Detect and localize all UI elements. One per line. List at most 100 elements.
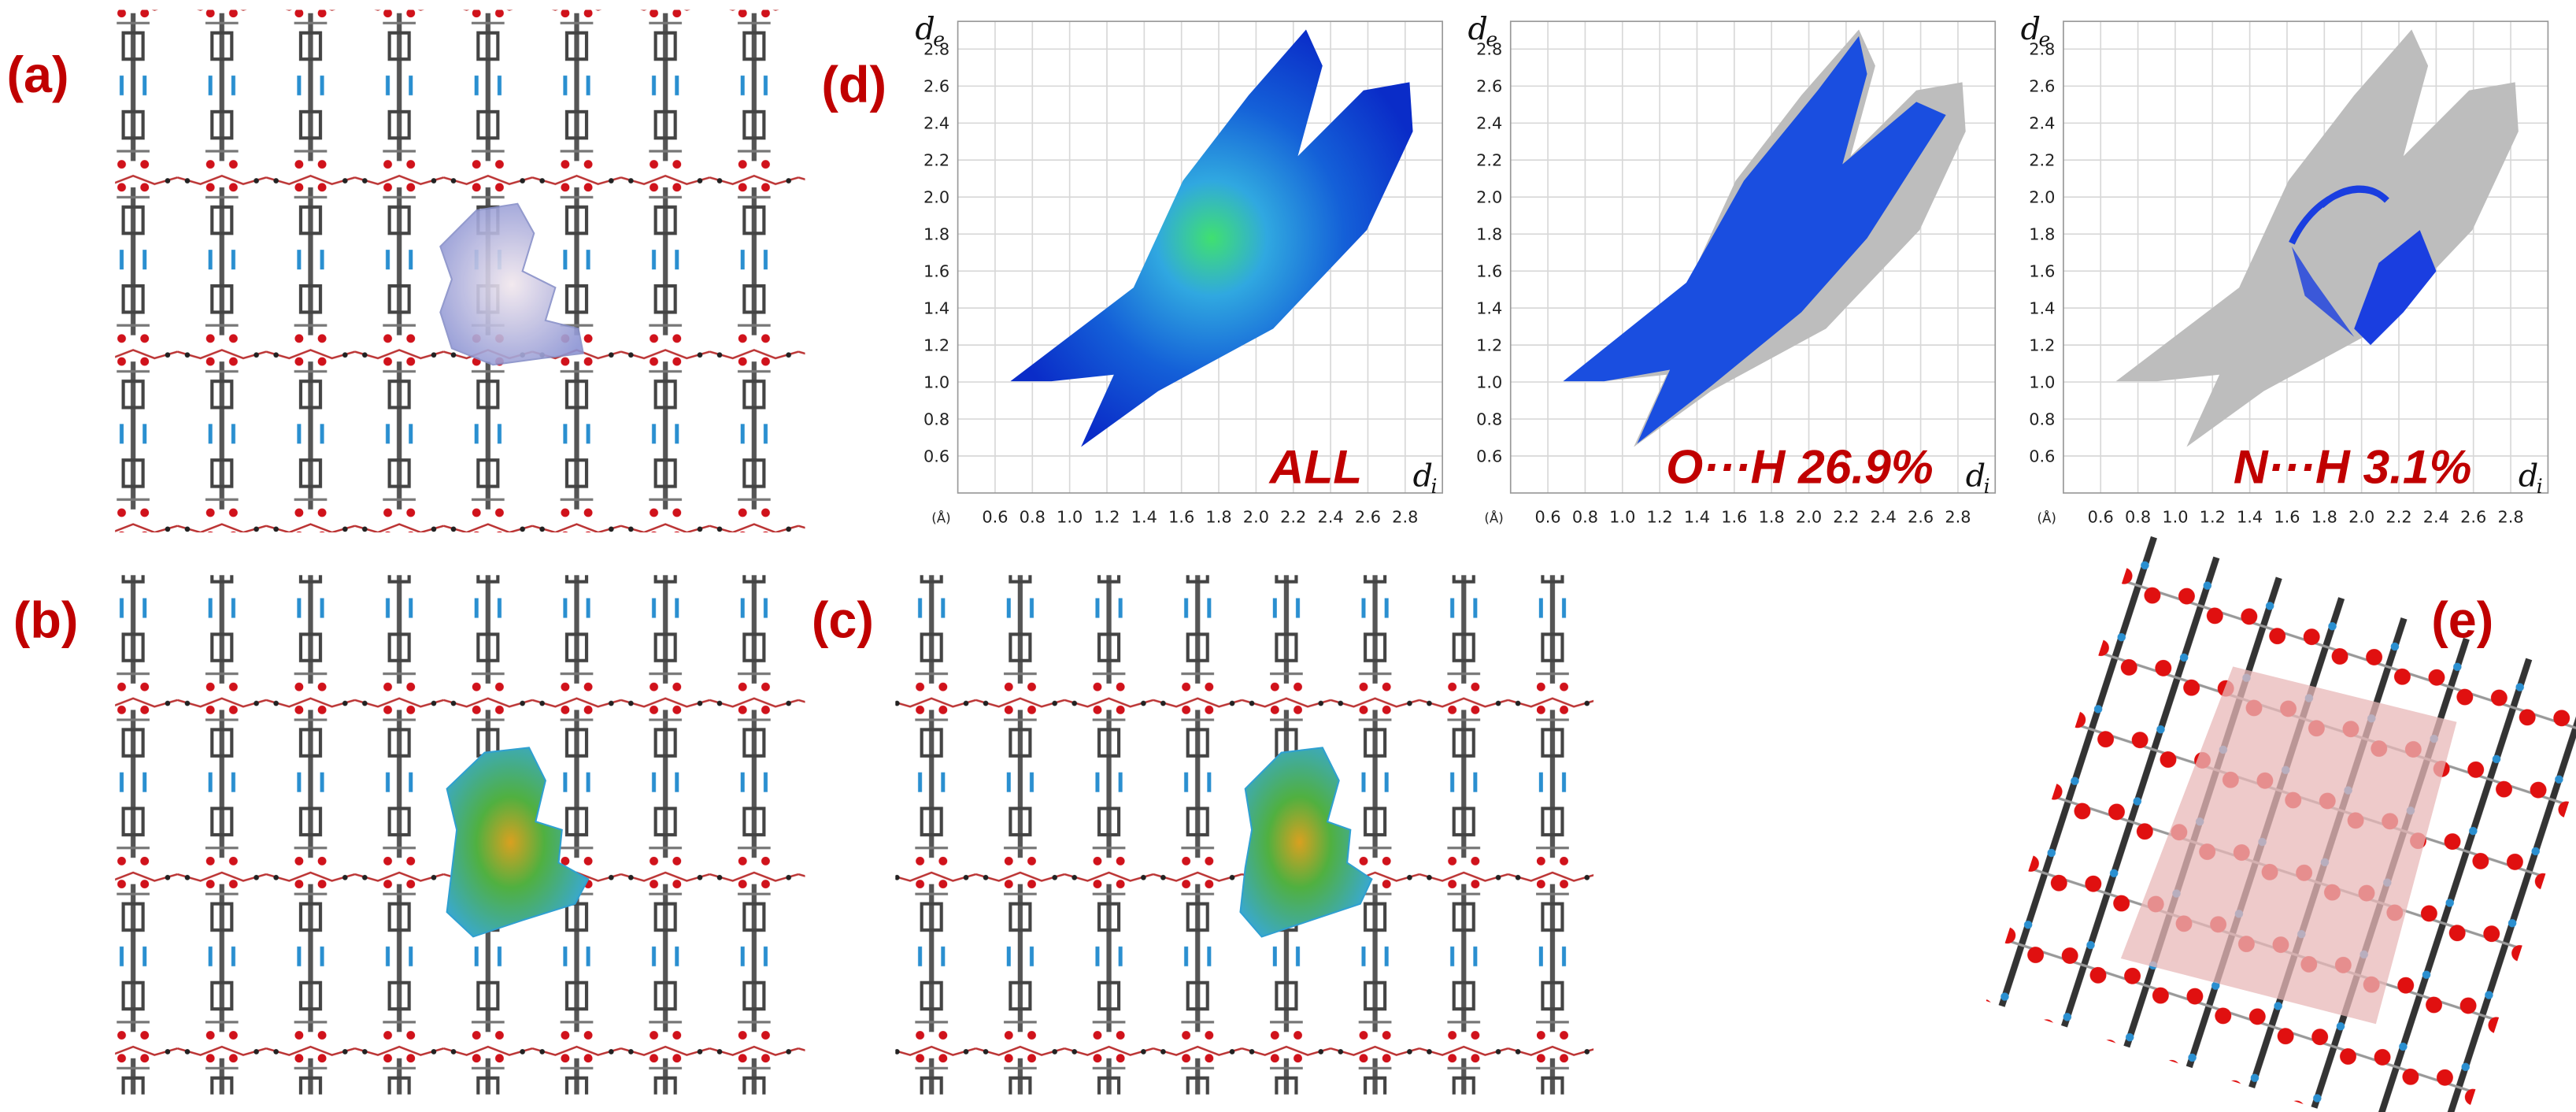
y-tick-label: 1.8 (1476, 224, 1502, 243)
x-tick-label: 2.6 (1908, 508, 1934, 527)
x-tick-label: 0.6 (982, 508, 1008, 527)
x-tick-label: 2.6 (2460, 508, 2486, 527)
y-tick-label: 1.8 (2029, 224, 2055, 243)
cloud (2289, 185, 2389, 245)
y-tick-label: 1.6 (2029, 261, 2055, 280)
y-tick-label: 1.4 (923, 298, 949, 317)
y-tick-label: 0.8 (2029, 410, 2055, 428)
x-axis-label: d (2519, 458, 2538, 495)
panel-label: (c) (812, 591, 874, 649)
x-tick-label: 0.6 (1534, 508, 1560, 527)
x-tick-label: 2.0 (1796, 508, 1822, 527)
y-tick-label: 0.6 (1476, 447, 1502, 465)
y-axis-label: d (1468, 11, 1487, 47)
y-axis-label: d (2021, 11, 2041, 47)
y-axis-label: d (915, 11, 935, 47)
cloud (2354, 230, 2437, 346)
x-tick-label: 2.4 (1317, 508, 1343, 527)
y-tick-label: 2.8 (1476, 40, 1502, 59)
y-tick-label: 2.6 (2029, 77, 2055, 96)
hirshfeld-surface (446, 747, 590, 938)
y-tick-label: 0.8 (1476, 410, 1502, 428)
y-tick-label: 2.4 (1476, 114, 1502, 133)
plot-labels: 0.6 0.8 1.0 1.2 1.4 1.6 1.8 2.0 2.2 2.4 2.6 2.8 0.6 0… (915, 11, 2542, 526)
panel-label: (b) (13, 591, 79, 649)
y-tick-label: 2.0 (2029, 188, 2055, 207)
cloud (1010, 29, 1413, 447)
fingerprint-cloud (1010, 29, 1413, 447)
x-tick-label: 1.6 (2274, 508, 2300, 527)
y-tick-label: 0.8 (923, 410, 949, 428)
y-tick-label: 1.2 (1476, 335, 1502, 354)
y-axis-label-sub: e (933, 28, 945, 50)
y-tick-label: 1.0 (1476, 373, 1502, 391)
x-tick-label: 2.4 (2423, 508, 2449, 527)
x-axis-label-sub: i (1984, 475, 1990, 498)
x-tick-label: 2.8 (1945, 508, 1971, 527)
packing-view (1986, 532, 2576, 1112)
x-tick-label: 2.2 (2385, 508, 2411, 527)
plot-annotation: ALL (1268, 439, 1363, 493)
panel-label: (a) (6, 46, 68, 103)
x-tick-label: 1.2 (2200, 508, 2226, 527)
x-tick-label: 1.6 (1721, 508, 1747, 527)
x-tick-label: 1.0 (1609, 508, 1635, 527)
x-tick-label: 2.0 (1243, 508, 1269, 527)
x-tick-label: 1.4 (1684, 508, 1710, 527)
plot-frame (957, 20, 1443, 494)
y-tick-label: 1.6 (1476, 261, 1502, 280)
y-tick-label: 0.6 (923, 447, 949, 465)
x-axis-label: d (1966, 458, 1986, 495)
y-tick-label: 1.2 (2029, 335, 2055, 354)
x-tick-label: 1.2 (1647, 508, 1673, 527)
y-tick-label: 2.4 (923, 114, 949, 133)
unit-label: (Å) (2037, 511, 2056, 526)
cloud (2115, 29, 2519, 447)
plot-annotation: O···H 26.9% (1666, 439, 1934, 493)
unit-label: (Å) (931, 511, 950, 526)
fingerprint-cloud (2115, 29, 2519, 447)
y-tick-label: 1.2 (923, 335, 949, 354)
x-tick-label: 2.6 (1355, 508, 1381, 527)
x-tick-label: 2.2 (1280, 508, 1306, 527)
panel-label: (d) (821, 55, 886, 113)
unit-label: (Å) (1484, 511, 1503, 526)
x-tick-label: 0.8 (2125, 508, 2151, 527)
x-axis-label-sub: i (1431, 475, 1438, 498)
y-tick-label: 2.6 (923, 77, 949, 96)
y-tick-label: 1.0 (923, 373, 949, 391)
x-axis-label: d (1413, 458, 1433, 495)
x-tick-label: 0.8 (1572, 508, 1598, 527)
hirshfeld-surface (439, 202, 585, 366)
y-tick-label: 0.6 (2029, 447, 2055, 465)
x-tick-label: 2.8 (2497, 508, 2523, 527)
y-tick-label: 2.8 (923, 40, 949, 59)
void-surface (2120, 666, 2457, 1025)
fingerprint-cloud (1563, 29, 1966, 447)
x-tick-label: 2.0 (2348, 508, 2374, 527)
x-tick-label: 1.4 (1131, 508, 1157, 527)
y-tick-label: 2.8 (2029, 40, 2055, 59)
y-tick-label: 1.4 (1476, 298, 1502, 317)
y-axis-label-sub: e (1486, 28, 1497, 50)
x-tick-label: 1.0 (1057, 508, 1083, 527)
x-tick-label: 0.8 (1020, 508, 1046, 527)
y-tick-label: 2.0 (923, 188, 949, 207)
y-tick-label: 1.6 (923, 261, 949, 280)
y-tick-label: 2.6 (1476, 77, 1502, 96)
x-tick-label: 1.6 (1168, 508, 1194, 527)
y-tick-label: 2.4 (2029, 114, 2055, 133)
x-tick-label: 1.0 (2162, 508, 2188, 527)
plot-frame (2063, 20, 2549, 494)
x-tick-label: 2.2 (1833, 508, 1859, 527)
y-tick-label: 2.0 (1476, 188, 1502, 207)
y-tick-label: 1.4 (2029, 298, 2055, 317)
y-tick-label: 1.0 (2029, 373, 2055, 391)
y-axis-label-sub: e (2039, 28, 2051, 50)
plot-frame (1509, 20, 1997, 494)
x-tick-label: 2.4 (1871, 508, 1897, 527)
y-tick-label: 2.2 (2029, 151, 2055, 170)
crystal-packing (895, 575, 1594, 1095)
hirshfeld-surface (1239, 747, 1373, 938)
